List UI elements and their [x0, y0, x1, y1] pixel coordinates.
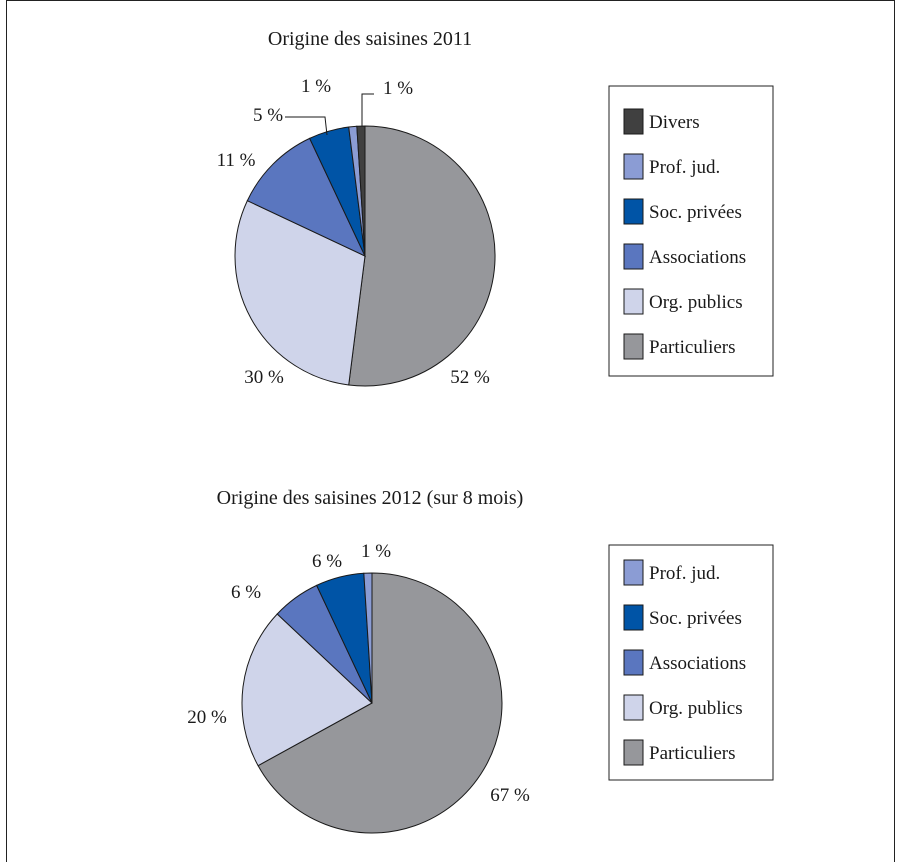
- legend-swatch-particuliers: [623, 739, 644, 766]
- legend-2012: Prof. jud. Soc. privées Associations Org. p…: [623, 559, 746, 766]
- legend-swatch-soc-privees: [623, 604, 644, 631]
- legend-label-prof-jud: Prof. jud.: [649, 157, 720, 178]
- chart-title-2012: Origine des saisines 2012 (sur 8 mois): [217, 487, 524, 509]
- legend-label-particuliers: Particuliers: [649, 337, 736, 358]
- pie-label-associations: 11 %: [217, 150, 256, 171]
- pie-slices-2011: [234, 125, 496, 387]
- legend-swatch-prof-jud: [623, 153, 644, 180]
- legend-swatch-associations: [623, 243, 644, 270]
- pie-slices-2012: [241, 572, 503, 834]
- legend-label-divers: Divers: [649, 112, 700, 133]
- legend-swatch-org-publics: [623, 694, 644, 721]
- legend-label-particuliers: Particuliers: [649, 743, 736, 764]
- pie-chart-2012: Origine des saisines 2012 (sur 8 mois) 6…: [187, 487, 774, 834]
- legend-swatch-associations: [623, 649, 644, 676]
- legend-swatch-divers: [623, 108, 644, 135]
- legend-label-associations: Associations: [649, 247, 746, 268]
- legend-label-soc-privees: Soc. privées: [649, 202, 742, 223]
- leader-line-divers: [361, 93, 374, 126]
- legend-2011: Divers Prof. jud. Soc. privées Associations…: [623, 108, 746, 360]
- pie-slice-divers: [356, 125, 366, 257]
- pie-label-org-publics: 20 %: [187, 707, 227, 728]
- pie-slice-particuliers: [348, 125, 496, 387]
- pie-slice-particuliers: [257, 572, 503, 834]
- pie-label-prof-jud: 1 %: [361, 541, 391, 562]
- pie-slice-org-publics: [241, 613, 373, 767]
- pie-chart-2011: Origine des saisines 2011 52 % 30 % 11 % 5 …: [217, 28, 774, 388]
- pie-label-associations: 6 %: [231, 582, 261, 603]
- pie-label-divers: 1 %: [383, 78, 413, 99]
- pie-label-particuliers: 67 %: [490, 785, 530, 806]
- pie-slice-org-publics: [234, 199, 366, 386]
- pie-slice-prof-jud: [363, 572, 373, 704]
- legend-label-org-publics: Org. publics: [649, 292, 743, 313]
- pie-label-particuliers: 52 %: [450, 367, 490, 388]
- chart-title-2011: Origine des saisines 2011: [268, 28, 472, 50]
- pie-label-soc-privees: 5 %: [253, 105, 283, 126]
- legend-label-soc-privees: Soc. privées: [649, 608, 742, 629]
- leader-lines-2011: [285, 93, 374, 136]
- legend-swatch-particuliers: [623, 333, 644, 360]
- legend-swatch-soc-privees: [623, 198, 644, 225]
- pie-labels-2012: 67 % 20 % 6 % 6 % 1 %: [187, 541, 530, 806]
- legend-swatch-org-publics: [623, 288, 644, 315]
- pie-slice-associations: [246, 137, 367, 258]
- legend-label-prof-jud: Prof. jud.: [649, 563, 720, 584]
- pie-label-soc-privees: 6 %: [312, 551, 342, 572]
- pie-labels-2011: 52 % 30 % 11 % 5 % 1 % 1 %: [217, 76, 490, 388]
- pie-label-org-publics: 30 %: [244, 367, 284, 388]
- pie-label-prof-jud: 1 %: [301, 76, 331, 97]
- legend-label-org-publics: Org. publics: [649, 698, 743, 719]
- leader-line-soc-privees: [285, 116, 328, 136]
- figure-frame: [6, 0, 895, 862]
- legend-swatch-prof-jud: [623, 559, 644, 586]
- legend-label-associations: Associations: [649, 653, 746, 674]
